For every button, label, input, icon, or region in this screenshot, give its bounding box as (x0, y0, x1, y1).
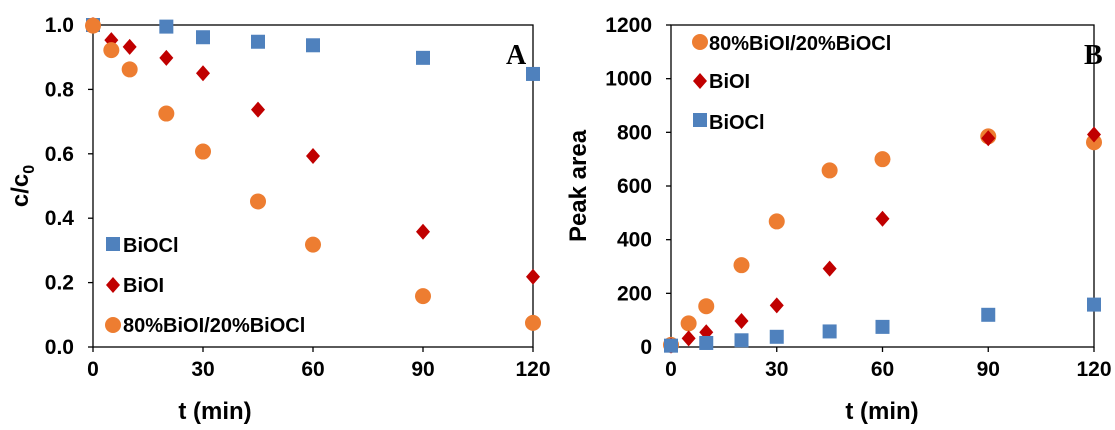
y-tick-label: 600 (617, 175, 652, 198)
point-bioi (251, 101, 265, 118)
y-tick-label: 800 (617, 121, 652, 144)
point-80-bioi-20-biocl (121, 61, 138, 78)
panel-a-chart: 0 30 60 90 120 0.0 0.2 0.4 0.6 0.8 1.0 t (min) c/… (7, 14, 551, 425)
point-biocl (196, 30, 210, 45)
point-biocl (769, 329, 784, 344)
legend-marker-composite (692, 34, 708, 50)
point-80-bioi-20-biocl (821, 162, 838, 179)
point-bioi (981, 130, 996, 147)
point-biocl (822, 324, 837, 339)
point-bioi (416, 223, 430, 240)
x-axis-title: t (min) (845, 398, 918, 425)
y-axis-title: c/c0 (7, 165, 38, 207)
point-biocl (981, 307, 996, 322)
legend-label-composite: 80%BiOI/20%BiOCl (123, 315, 305, 337)
y-tick-label: 0.2 (45, 272, 74, 295)
legend: BiOCl BiOI 80%BiOI/20%BiOCl (105, 235, 305, 337)
legend-label-composite: 80%BiOI/20%BiOCl (709, 33, 891, 55)
y-tick-label: 1.0 (45, 14, 74, 37)
legend-marker-bioi (106, 277, 120, 293)
x-tick-label: 0 (87, 358, 99, 381)
point-bioi (681, 330, 696, 347)
point-80-bioi-20-biocl (305, 236, 321, 253)
plot-area-frame (92, 24, 534, 348)
y-tick-label: 1200 (605, 14, 652, 37)
y-tick-label: 0.6 (45, 143, 74, 166)
point-bioi (1087, 126, 1101, 143)
y-tick-label: 0 (640, 336, 652, 359)
x-tick-label: 120 (515, 358, 550, 381)
panel-label-a: A (506, 40, 527, 71)
y-tick-label: 0.8 (45, 78, 75, 101)
y-axis-title: Peak area (565, 129, 592, 242)
legend-marker-biocl (106, 237, 120, 251)
legend-label-biocl: BiOCl (709, 112, 765, 134)
point-biocl (251, 34, 265, 49)
x-tick-label: 120 (1076, 358, 1111, 381)
y-tick-label: 400 (617, 229, 652, 252)
y-axis-title-main: c/c (7, 174, 34, 207)
legend: 80%BiOI/20%BiOCl BiOI BiOCl (692, 33, 891, 134)
legend-label-bioi: BiOI (123, 275, 164, 297)
point-bioi (526, 268, 540, 285)
point-80-bioi-20-biocl (768, 213, 785, 230)
point-bioi (196, 65, 210, 82)
y-tick-label: 1000 (605, 68, 652, 91)
point-biocl (875, 319, 890, 334)
point-bioi (875, 210, 890, 227)
legend-label-biocl: BiOCl (123, 235, 179, 257)
point-80-bioi-20-biocl (733, 257, 750, 274)
x-tick-label: 60 (871, 358, 894, 381)
x-tick-label: 0 (665, 358, 677, 381)
point-biocl (159, 19, 174, 34)
x-tick-label: 90 (411, 358, 434, 381)
x-tick-label: 60 (301, 358, 324, 381)
x-tick-label: 30 (765, 358, 788, 381)
x-tick-label: 90 (977, 358, 1000, 381)
point-bioi (306, 148, 320, 165)
point-biocl (526, 66, 540, 81)
y-axis-title-subscript: 0 (21, 165, 38, 174)
point-80-bioi-20-biocl (874, 151, 891, 168)
point-bioi (159, 49, 174, 66)
point-bioi (122, 38, 137, 55)
y-tick-label: 0.0 (45, 336, 74, 359)
point-biocl (664, 338, 678, 353)
point-80-bioi-20-biocl (158, 105, 175, 122)
legend-label-bioi: BiOI (709, 71, 750, 93)
point-80-bioi-20-biocl (415, 288, 431, 305)
legend-marker-biocl (693, 113, 707, 127)
point-biocl (1087, 297, 1101, 312)
x-axis-title: t (min) (178, 398, 251, 425)
y-tick-labels: 0.0 0.2 0.4 0.6 0.8 1.0 (45, 14, 93, 359)
point-biocl (416, 50, 430, 65)
x-tick-labels: 0 30 60 90 120 (87, 347, 551, 381)
y-tick-labels: 0 200 400 600 800 1000 1200 (605, 14, 671, 359)
point-80-bioi-20-biocl (698, 298, 715, 315)
legend-marker-bioi (693, 73, 707, 89)
panel-b-chart: 0 30 60 90 120 0 200 400 600 800 1000 1200 t (min)… (565, 14, 1112, 425)
data-points (663, 126, 1102, 354)
point-80-bioi-20-biocl (85, 17, 101, 34)
point-80-bioi-20-biocl (525, 314, 541, 331)
point-80-bioi-20-biocl (103, 42, 120, 59)
y-tick-label: 0.4 (45, 207, 75, 230)
point-bioi (734, 312, 749, 329)
legend-marker-composite (105, 317, 121, 333)
data-points (85, 17, 541, 331)
point-80-bioi-20-biocl (250, 193, 266, 210)
point-biocl (699, 335, 714, 350)
x-tick-labels: 0 30 60 90 120 (665, 347, 1112, 381)
point-80-bioi-20-biocl (195, 143, 211, 160)
x-tick-label: 30 (191, 358, 214, 381)
point-biocl (734, 333, 749, 348)
panel-label-b: B (1084, 40, 1103, 71)
point-bioi (769, 297, 784, 314)
y-tick-label: 200 (617, 282, 652, 305)
point-80-bioi-20-biocl (680, 315, 697, 332)
point-bioi (822, 260, 837, 277)
point-biocl (306, 38, 320, 53)
